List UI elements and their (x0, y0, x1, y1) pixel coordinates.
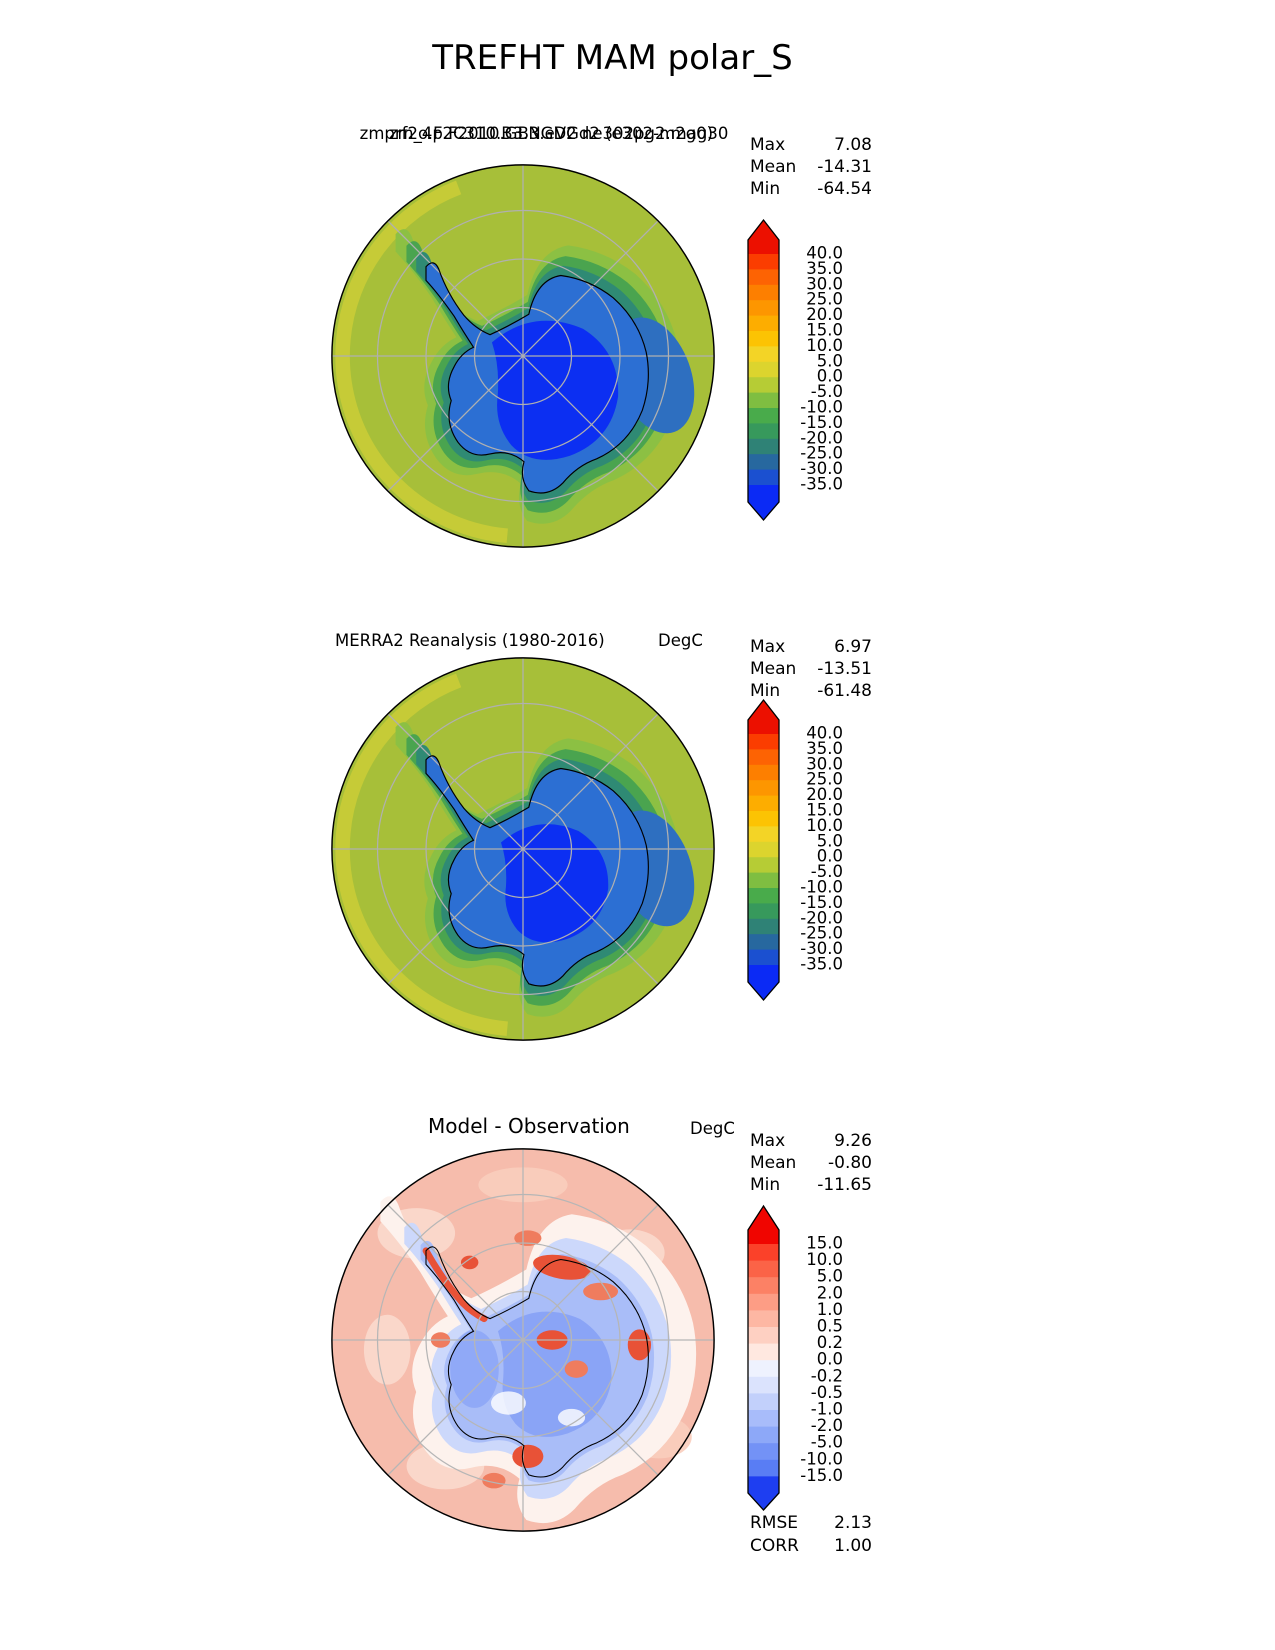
metrics-block: RMSE 2.13 CORR 1.00 (750, 1512, 872, 1558)
svg-text:15.0: 15.0 (806, 321, 843, 340)
stat-max-label: Max (750, 1131, 786, 1151)
svg-text:-15.0: -15.0 (800, 413, 843, 432)
panel-model-title-b: zm_4p.F2010.GB3.eVGd2 (e302-m2g0) (388, 124, 714, 143)
colorbar-diff: 15.010.05.02.01.00.50.20.0-0.2-0.5-1.0-2… (747, 1204, 843, 1511)
stat-mean-value: -13.51 (817, 659, 872, 679)
svg-text:35.0: 35.0 (806, 739, 843, 758)
stat-min-value: -11.65 (817, 1175, 872, 1195)
svg-text:-15.0: -15.0 (800, 893, 843, 912)
colorbar-model: 40.035.030.025.020.015.010.05.00.0-5.0-1… (747, 218, 843, 521)
stat-min-label: Min (750, 681, 781, 701)
stat-max-value: 6.97 (834, 637, 872, 657)
stat-max-label: Max (750, 135, 786, 155)
svg-text:10.0: 10.0 (806, 1250, 843, 1269)
svg-text:15.0: 15.0 (806, 1234, 843, 1253)
svg-text:-10.0: -10.0 (800, 1449, 843, 1468)
corr-value: 1.00 (834, 1536, 872, 1556)
svg-text:35.0: 35.0 (806, 259, 843, 278)
stat-min-value: -64.54 (817, 179, 872, 199)
svg-text:0.0: 0.0 (817, 1350, 843, 1369)
svg-text:40.0: 40.0 (806, 244, 843, 263)
polar-map-diff (331, 1148, 715, 1532)
stat-min-label: Min (750, 179, 781, 199)
panel-diff-units: DegC (690, 1119, 735, 1138)
svg-text:2.0: 2.0 (817, 1283, 843, 1302)
stat-min-label: Min (750, 1175, 781, 1195)
stats-block-obs: Max 6.97 Mean -13.51 Min -61.48 (750, 636, 872, 702)
svg-text:20.0: 20.0 (806, 305, 843, 324)
panel-obs-units: DegC (658, 631, 703, 650)
stat-max-label: Max (750, 637, 786, 657)
svg-text:10.0: 10.0 (806, 816, 843, 835)
stat-max-value: 9.26 (834, 1131, 872, 1151)
svg-text:20.0: 20.0 (806, 785, 843, 804)
svg-text:25.0: 25.0 (806, 770, 843, 789)
svg-text:0.5: 0.5 (817, 1317, 843, 1336)
svg-text:-0.5: -0.5 (811, 1383, 843, 1402)
panel-obs-title: MERRA2 Reanalysis (1980-2016) (335, 631, 605, 650)
corr-label: CORR (750, 1536, 799, 1556)
svg-text:0.0: 0.0 (817, 847, 843, 866)
svg-text:15.0: 15.0 (806, 801, 843, 820)
svg-text:-20.0: -20.0 (800, 428, 843, 447)
svg-text:1.0: 1.0 (817, 1300, 843, 1319)
rmse-value: 2.13 (834, 1513, 872, 1533)
stat-mean-value: -14.31 (817, 157, 872, 177)
stat-max-value: 7.08 (834, 135, 872, 155)
panel-model-title-a: zmprf2o.F2C310.B3.NGD2 ne302pg2.mag30 (359, 124, 729, 143)
stat-min-value: -61.48 (817, 681, 872, 701)
svg-text:5.0: 5.0 (817, 1267, 843, 1286)
svg-text:5.0: 5.0 (817, 351, 843, 370)
stat-mean-value: -0.80 (828, 1153, 872, 1173)
stat-mean-label: Mean (750, 157, 797, 177)
stats-block-model: Max 7.08 Mean -14.31 Min -64.54 (750, 134, 872, 200)
svg-text:0.2: 0.2 (817, 1333, 843, 1352)
svg-text:-15.0: -15.0 (800, 1466, 843, 1485)
svg-text:5.0: 5.0 (817, 831, 843, 850)
page-title: TREFHT MAM polar_S (432, 38, 793, 78)
svg-text:40.0: 40.0 (806, 724, 843, 743)
svg-text:-5.0: -5.0 (811, 382, 843, 401)
svg-text:-30.0: -30.0 (800, 459, 843, 478)
svg-text:-30.0: -30.0 (800, 939, 843, 958)
stat-mean-label: Mean (750, 1153, 797, 1173)
stats-block-diff: Max 9.26 Mean -0.80 Min -11.65 (750, 1130, 872, 1196)
svg-text:30.0: 30.0 (806, 754, 843, 773)
panel-diff-title: Model - Observation (428, 1114, 630, 1138)
svg-text:-2.0: -2.0 (811, 1416, 843, 1435)
svg-text:-20.0: -20.0 (800, 908, 843, 927)
svg-text:0.0: 0.0 (817, 367, 843, 386)
svg-text:-5.0: -5.0 (811, 862, 843, 881)
svg-text:-10.0: -10.0 (800, 878, 843, 897)
panel-model-title-overlap: zmprf2o.F2C310.B3.NGD2 ne302pg2.mag30 zm… (329, 124, 759, 148)
svg-text:-25.0: -25.0 (800, 924, 843, 943)
svg-text:-0.2: -0.2 (811, 1366, 843, 1385)
polar-map-obs (331, 657, 715, 1041)
svg-text:10.0: 10.0 (806, 336, 843, 355)
svg-text:-35.0: -35.0 (800, 955, 843, 974)
svg-text:25.0: 25.0 (806, 290, 843, 309)
svg-text:30.0: 30.0 (806, 274, 843, 293)
stat-mean-label: Mean (750, 659, 797, 679)
svg-text:-35.0: -35.0 (800, 475, 843, 494)
polar-map-model (331, 164, 715, 548)
svg-text:-1.0: -1.0 (811, 1400, 843, 1419)
rmse-label: RMSE (750, 1513, 799, 1533)
svg-text:-5.0: -5.0 (811, 1433, 843, 1452)
svg-text:-25.0: -25.0 (800, 444, 843, 463)
svg-text:-10.0: -10.0 (800, 398, 843, 417)
colorbar-obs: 40.035.030.025.020.015.010.05.00.0-5.0-1… (747, 698, 843, 1001)
